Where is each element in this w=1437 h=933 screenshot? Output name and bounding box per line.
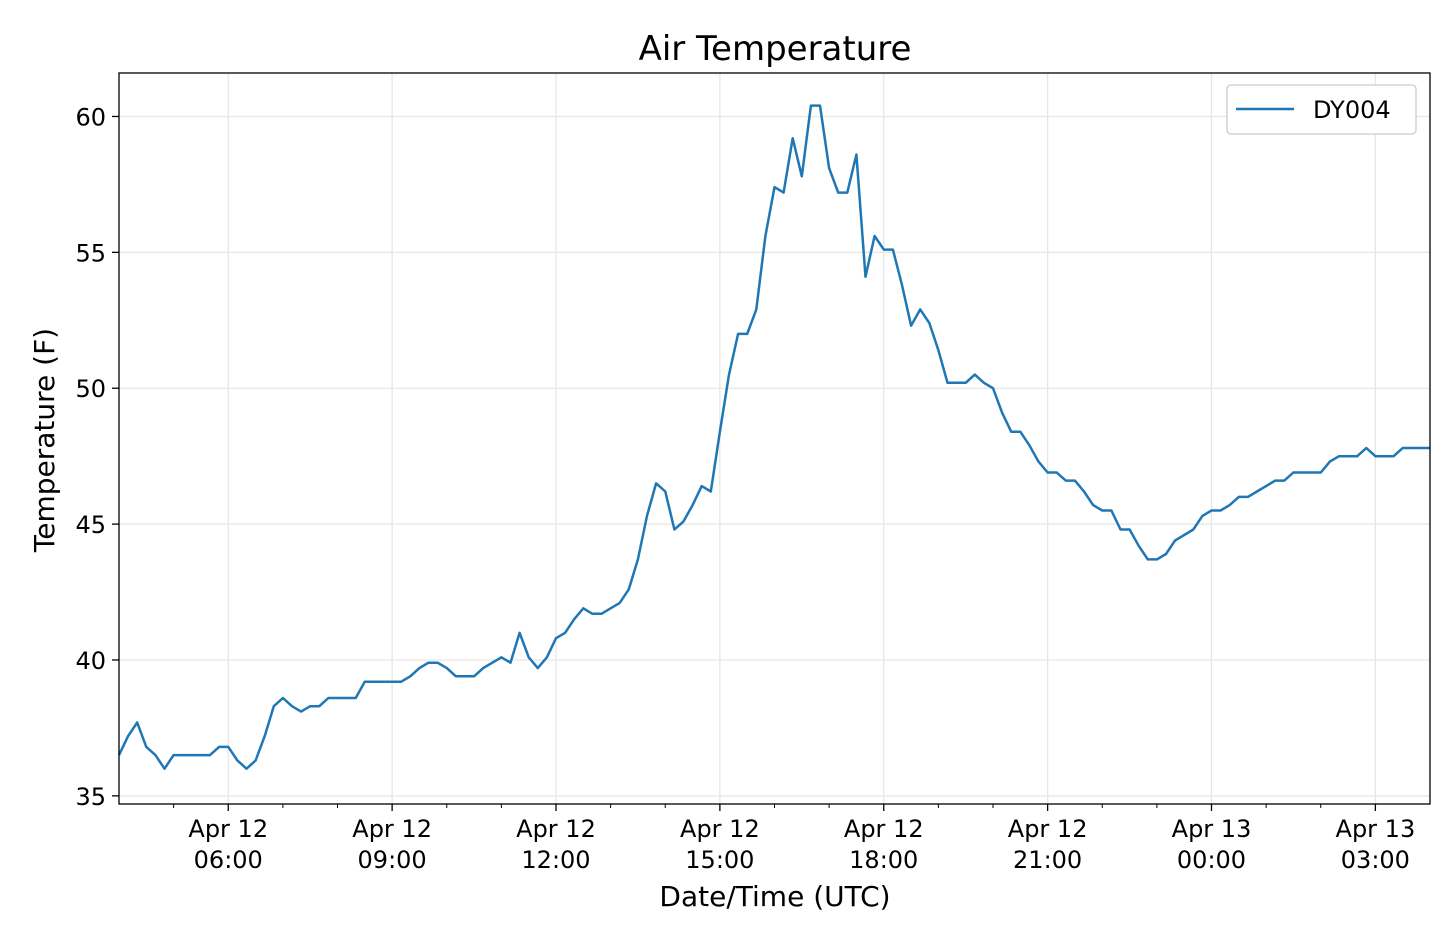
x-axis-label: Date/Time (UTC) — [659, 880, 890, 913]
series-layer — [117, 104, 1430, 770]
x-tick-label-time: 12:00 — [521, 846, 590, 874]
y-axis-label: Temperature (F) — [28, 328, 61, 553]
x-tick-label-date: Apr 12 — [680, 815, 760, 843]
y-tick-label: 50 — [75, 375, 106, 403]
x-tick-label-time: 00:00 — [1177, 846, 1246, 874]
legend: DY004 — [1226, 84, 1417, 135]
x-tick-label-date: Apr 12 — [844, 815, 924, 843]
x-tick-label-date: Apr 12 — [188, 815, 268, 843]
x-tick-label-time: 06:00 — [194, 846, 263, 874]
x-tick-label-time: 09:00 — [358, 846, 427, 874]
y-axis: 35 40 45 50 55 60 — [75, 103, 119, 811]
x-tick-label-date: Apr 12 — [1008, 815, 1088, 843]
x-axis: Apr 12 06:00 Apr 12 09:00 Apr 12 12:00 Apr 12 1… — [173, 804, 1416, 874]
x-tick-label-date: Apr 12 — [352, 815, 432, 843]
y-tick-label: 60 — [75, 103, 106, 131]
grid-lines — [119, 73, 1430, 804]
legend-box — [1226, 84, 1417, 135]
legend-label-dy004: DY004 — [1313, 96, 1391, 124]
series-line-dy004 — [117, 104, 1430, 770]
chart-title: Air Temperature — [639, 29, 912, 69]
x-tick-label-time: 15:00 — [685, 846, 754, 874]
x-tick-label-time: 03:00 — [1341, 846, 1410, 874]
x-tick-label-time: 21:00 — [1013, 846, 1082, 874]
y-tick-label: 45 — [75, 511, 106, 539]
x-tick-label-time: 18:00 — [849, 846, 918, 874]
y-tick-label: 55 — [75, 239, 106, 267]
y-tick-label: 40 — [75, 647, 106, 675]
x-tick-label-date: Apr 12 — [516, 815, 596, 843]
y-tick-label: 35 — [75, 783, 106, 811]
x-tick-label-date: Apr 13 — [1336, 815, 1416, 843]
x-tick-label-date: Apr 13 — [1172, 815, 1252, 843]
